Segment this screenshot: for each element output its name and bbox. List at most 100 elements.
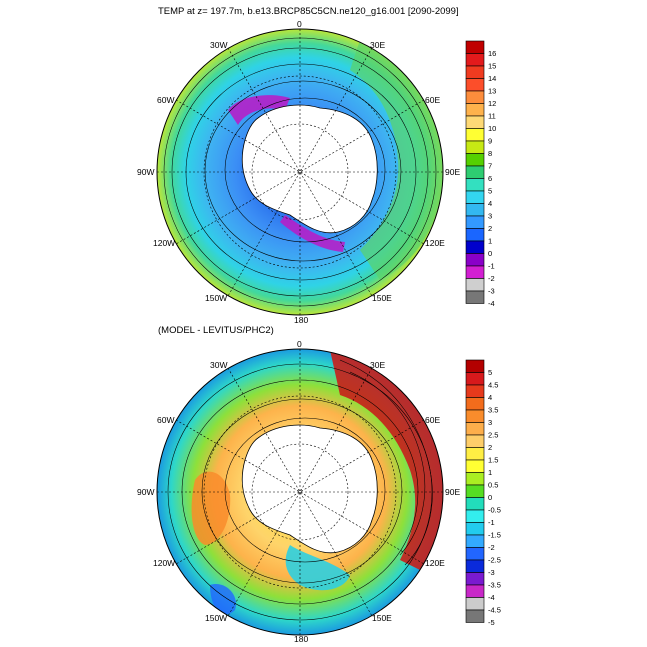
top-colorbar-box — [465, 115, 485, 129]
top-colorbar-label: 8 — [488, 149, 492, 158]
top-colorbar-label: 9 — [488, 137, 492, 146]
bottom-colorbar-label: 1.5 — [488, 456, 498, 465]
top-colorbar-box — [465, 228, 485, 242]
top-panel-title: TEMP at z= 197.7m, b.e13.BRCP85C5CN.ne12… — [158, 6, 459, 17]
top-colorbar-box — [465, 240, 485, 254]
top-colorbar-label: -4 — [488, 299, 495, 308]
bottom-colorbar-box — [465, 497, 485, 511]
bottom-colorbar-label: 0 — [488, 493, 492, 502]
bottom-colorbar-box — [465, 484, 485, 498]
bottom-colorbar-label: -1 — [488, 518, 495, 527]
top-contours — [163, 37, 437, 307]
bottom-colorbar-label: -1.5 — [488, 531, 501, 540]
top-colorbar-box — [465, 190, 485, 204]
top-colorbar-label: 12 — [488, 99, 496, 108]
bottom-lon-90e: 90E — [445, 487, 460, 497]
bottom-colorbar-label: -3 — [488, 568, 495, 577]
top-lon-0: 0 — [297, 19, 302, 29]
bottom-lon-30e: 30E — [370, 360, 385, 370]
top-lon-120e: 120E — [425, 238, 445, 248]
top-lon-labels: 0 30E 60E 90E 120E 150E 180 150W 120W 90… — [137, 19, 460, 325]
top-colorbar-box — [465, 90, 485, 104]
top-colorbar-label: -2 — [488, 274, 495, 283]
bottom-warm-anomaly-west — [191, 471, 231, 545]
bottom-colorbar-box — [465, 597, 485, 611]
top-colorbar-label: 16 — [488, 49, 496, 58]
bottom-colorbar-label: 3.5 — [488, 406, 498, 415]
top-colorbar-box — [465, 178, 485, 192]
top-lon-60e: 60E — [425, 95, 440, 105]
top-lon-90w: 90W — [137, 167, 154, 177]
bottom-colorbar-box — [465, 609, 485, 623]
top-colorbar-box — [465, 140, 485, 154]
bottom-colorbar-box — [465, 559, 485, 573]
top-colorbar-box — [465, 153, 485, 167]
bottom-colorbar-label: 4.5 — [488, 381, 498, 390]
bottom-antarctica — [241, 424, 378, 554]
bottom-colorbar-label: -2 — [488, 543, 495, 552]
top-lon-30w: 30W — [210, 40, 227, 50]
bottom-colorbar-box — [465, 572, 485, 586]
bottom-colorbar-box — [465, 509, 485, 523]
bottom-colorbar-box — [465, 547, 485, 561]
bottom-lon-120w: 120W — [153, 558, 175, 568]
bottom-lon-30w: 30W — [210, 360, 227, 370]
bottom-colorbar-box — [465, 422, 485, 436]
bottom-lon-180: 180 — [294, 634, 308, 644]
bottom-colorbar-box — [465, 584, 485, 598]
bottom-colorbar-label: -5 — [488, 618, 495, 627]
bottom-colorbar-box — [465, 534, 485, 548]
bottom-colorbar-label: 5 — [488, 368, 492, 377]
bottom-colorbar-box — [465, 359, 485, 373]
top-colorbar-box — [465, 215, 485, 229]
top-colorbar-box — [465, 253, 485, 267]
bottom-lon-120e: 120E — [425, 558, 445, 568]
bottom-colorbar-box — [465, 522, 485, 536]
bottom-lon-90w: 90W — [137, 487, 154, 497]
bottom-colorbar-label: -4 — [488, 593, 495, 602]
top-colorbar-box — [465, 65, 485, 79]
top-colorbar-label: 4 — [488, 199, 492, 208]
top-lon-150w: 150W — [205, 293, 227, 303]
top-colorbar-label: 13 — [488, 87, 496, 96]
bottom-lon-labels: 0 30E 60E 90E 120E 150E 180 150W 120W 90… — [137, 339, 460, 644]
top-colorbar-label: 10 — [488, 124, 496, 133]
top-warm-sector — [350, 40, 443, 280]
bottom-colorbar-box — [465, 372, 485, 386]
bottom-colorbar-label: 1 — [488, 468, 492, 477]
bottom-colorbar-label: 2 — [488, 443, 492, 452]
top-graticule — [157, 29, 443, 315]
bottom-colorbar-box — [465, 434, 485, 448]
top-colorbar-box — [465, 203, 485, 217]
bottom-colorbar-label: -2.5 — [488, 556, 501, 565]
top-colorbar-box — [465, 265, 485, 279]
top-colorbar-box — [465, 103, 485, 117]
bottom-colorbar-label: 4 — [488, 393, 492, 402]
bottom-colorbar-label: -4.5 — [488, 606, 501, 615]
bottom-panel: (MODEL - LEVITUS/PHC2) — [137, 325, 501, 644]
top-colorbar-box — [465, 78, 485, 92]
bottom-colorbar-box — [465, 409, 485, 423]
top-lon-120w: 120W — [153, 238, 175, 248]
top-colorbar-label: 0 — [488, 249, 492, 258]
bottom-lon-150w: 150W — [205, 613, 227, 623]
top-colorbar-box — [465, 278, 485, 292]
top-colorbar-label: 7 — [488, 162, 492, 171]
top-map — [157, 29, 443, 315]
top-colorbar-label: 3 — [488, 212, 492, 221]
top-cold-band-west — [228, 95, 290, 125]
top-colorbar-label: 14 — [488, 74, 496, 83]
bottom-lon-150e: 150E — [372, 613, 392, 623]
bottom-colorbar-box — [465, 459, 485, 473]
bottom-colorbar-box — [465, 384, 485, 398]
top-colorbar-box — [465, 128, 485, 142]
top-cold-band-south — [280, 215, 345, 252]
bottom-colorbar: 5 4.5 4 3.5 3 2.5 2 1.5 1 0.5 0 -0.5 -1 -1.5 -2 -2.5 -3 -… — [465, 359, 501, 627]
top-colorbar-box — [465, 53, 485, 67]
top-lon-150e: 150E — [372, 293, 392, 303]
bottom-colorbar-box — [465, 472, 485, 486]
bottom-colorbar-box — [465, 397, 485, 411]
bottom-lon-0: 0 — [297, 339, 302, 349]
